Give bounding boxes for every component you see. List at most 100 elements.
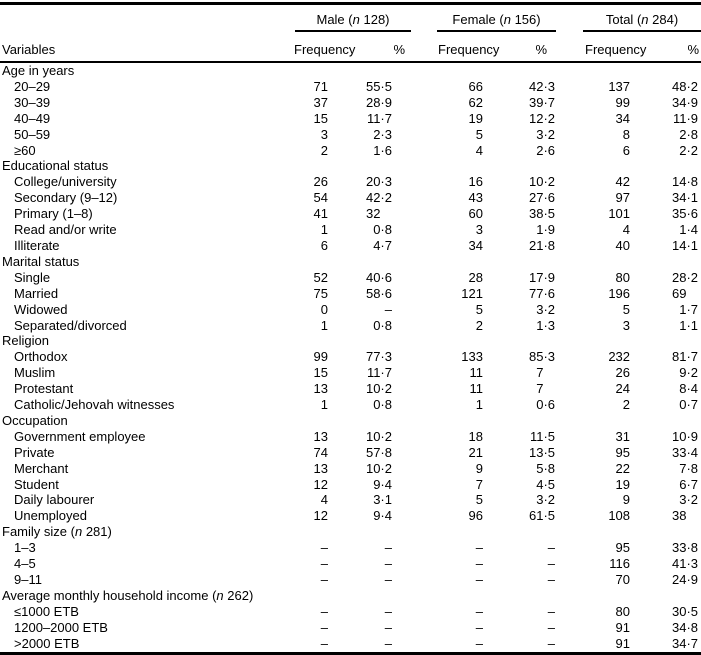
column-group-female-label: Female (n 156) — [437, 12, 557, 32]
cell-c-tp: 28·2 — [671, 269, 699, 285]
cell-c-ff: – — [475, 572, 483, 587]
cell-c-tp: 69 — [671, 285, 687, 301]
cell-c-mp: 55·5 — [365, 78, 392, 94]
column-group-total-label: Total (n 284) — [583, 12, 701, 32]
cell-c-fp: 77·6 — [528, 285, 556, 301]
cell-c-tf: 116 — [609, 556, 631, 572]
cell-c-ff: 9 — [475, 460, 483, 476]
total-frequency-header: Frequency — [585, 42, 647, 57]
cell-c-tp: 1·7 — [679, 301, 699, 317]
cell-c-tp: 34·7 — [671, 635, 699, 651]
cell-c-mp: 32 — [365, 206, 381, 222]
section-row: Marital status — [0, 254, 701, 270]
cell-c-tf: 91 — [615, 635, 631, 651]
cell-c-tf: 9 — [622, 492, 631, 508]
cell-c-ff: 1 — [475, 397, 483, 413]
cell-c-tp: 1·1 — [679, 317, 699, 333]
table-row: Separated/divorced 1 0·8 2 1·3 3 1·1 — [0, 318, 701, 334]
cell-c-tf: 101 — [608, 206, 631, 222]
row-label: 9–11 — [14, 572, 42, 587]
table-row: Protestant 13 10·2 11 7 24 8·4 — [0, 381, 701, 397]
cell-c-mf: 99 — [313, 349, 328, 365]
cell-c-tp: 35·6 — [671, 206, 699, 222]
table-row: 1200–2000 ETB – – – – 91 34·8 — [0, 620, 701, 636]
cell-c-ff: – — [475, 635, 483, 651]
table-row: Secondary (9–12) 54 42·2 43 27·6 97 34·1 — [0, 190, 701, 206]
cell-c-tp: 34·1 — [671, 190, 699, 206]
cell-c-tp: 2·2 — [679, 142, 699, 158]
cell-c-ff: 11 — [469, 381, 484, 397]
column-group-female: Female (n 156) — [412, 4, 560, 32]
cell-c-fp: 2·6 — [536, 142, 556, 158]
cell-c-mp: 9·4 — [373, 476, 392, 492]
cell-c-fp: 12·2 — [528, 110, 556, 126]
cell-c-mp: 2·3 — [373, 126, 392, 142]
section-label: Occupation — [2, 412, 68, 428]
table-row: 20–29 71 55·5 66 42·3 137 48·2 — [0, 79, 701, 95]
row-label: Primary (1–8) — [14, 206, 93, 222]
cell-c-mp: 58·6 — [365, 285, 392, 301]
row-label: Daily labourer — [14, 492, 95, 508]
table-row: Widowed 0 – 5 3·2 5 1·7 — [0, 302, 701, 318]
cell-c-tp: 33·4 — [671, 444, 699, 460]
cell-c-tf: 91 — [615, 619, 631, 635]
table-row: Merchant 13 10·2 9 5·8 22 7·8 — [0, 461, 701, 477]
row-label: Single — [14, 269, 51, 285]
section-row: Educational status — [0, 158, 701, 174]
cell-c-fp: 3·2 — [536, 301, 556, 317]
row-label: >2000 ETB — [14, 635, 80, 651]
cell-c-mp: 77·3 — [365, 349, 392, 365]
table-row: 30–39 37 28·9 62 39·7 99 34·9 — [0, 95, 701, 111]
cell-c-ff: 7 — [475, 476, 483, 492]
section-label: Religion — [2, 333, 49, 349]
cell-c-fp: 3·2 — [536, 126, 556, 142]
cell-c-tf: 95 — [615, 444, 631, 460]
row-label: 1–3 — [14, 540, 36, 556]
cell-c-tf: 137 — [608, 78, 631, 94]
cell-c-fp: – — [547, 540, 556, 556]
cell-c-mf: 15 — [313, 365, 328, 381]
cell-c-mp: – — [384, 540, 392, 556]
cell-c-tf: 108 — [608, 508, 631, 524]
cell-c-fp: 5·8 — [536, 460, 556, 476]
column-group-row: Male (n 128) Female (n 156) Total (n 284… — [0, 4, 701, 32]
cell-c-tf: 196 — [608, 285, 631, 301]
cell-c-fp: 10·2 — [528, 174, 556, 190]
cell-c-ff: 5 — [475, 126, 483, 142]
cell-c-mf: – — [320, 635, 328, 651]
cell-c-mf: 15 — [313, 110, 328, 126]
table-row: 50–59 3 2·3 5 3·2 8 2·8 — [0, 127, 701, 143]
row-label: Government employee — [14, 428, 146, 444]
cell-c-mf: 71 — [313, 78, 328, 94]
cell-c-mf: 1 — [320, 222, 328, 238]
cell-c-ff: 121 — [461, 285, 483, 301]
cell-c-mp: 57·8 — [365, 444, 392, 460]
cell-c-ff: 43 — [468, 190, 483, 206]
cell-c-mf: 12 — [313, 476, 328, 492]
cell-c-mp: 9·4 — [373, 508, 392, 524]
cell-c-fp: 11·5 — [529, 428, 556, 444]
cell-c-fp: – — [547, 619, 556, 635]
row-label: 20–29 — [14, 78, 51, 94]
cell-c-tf: 6 — [622, 142, 631, 158]
row-label: Muslim — [14, 365, 56, 381]
cell-c-tp: 41·3 — [671, 556, 699, 572]
cell-c-tf: 8 — [622, 126, 631, 142]
cell-c-mf: 37 — [313, 94, 328, 110]
row-label: ≤1000 ETB — [14, 603, 79, 619]
cell-c-mp: – — [384, 572, 392, 587]
cell-c-fp: – — [547, 603, 556, 619]
cell-c-mf: 6 — [320, 237, 328, 253]
table-row: ≥60 2 1·6 4 2·6 6 2·2 — [0, 143, 701, 159]
cell-c-ff: – — [475, 540, 483, 556]
cell-c-mf: 74 — [313, 444, 328, 460]
cell-c-fp: – — [547, 572, 556, 587]
cell-c-mp: 10·2 — [365, 381, 392, 397]
cell-c-mf: – — [320, 540, 328, 556]
column-group-male-label: Male (n 128) — [295, 12, 411, 32]
cell-c-tp: 30·5 — [671, 603, 699, 619]
cell-c-mp: 28·9 — [365, 94, 392, 110]
cell-c-fp: 0·6 — [536, 397, 556, 413]
cell-c-fp: 21·8 — [528, 237, 556, 253]
